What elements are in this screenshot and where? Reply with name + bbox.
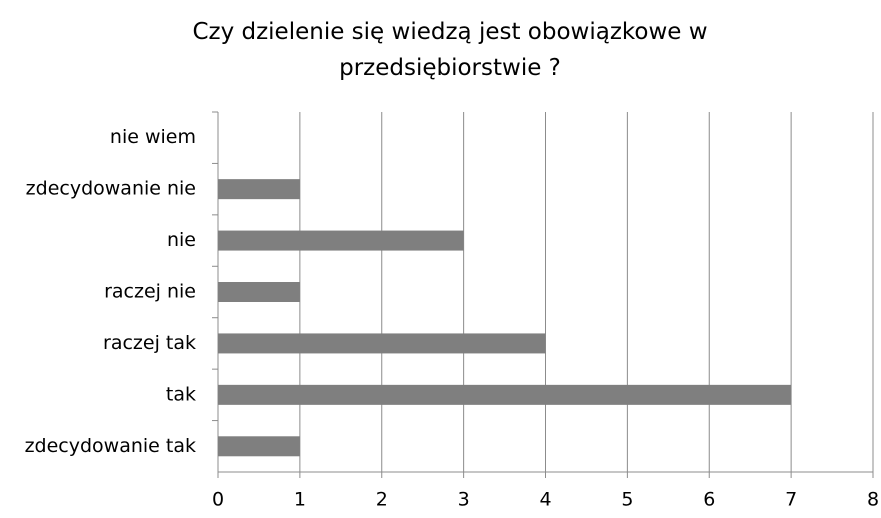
x-tick-label: 2 — [376, 489, 388, 511]
bar — [218, 333, 546, 354]
y-tick-label: nie wiem — [110, 126, 196, 148]
x-tick-label: 7 — [785, 489, 797, 511]
x-tick-label: 0 — [212, 489, 224, 511]
bar — [218, 179, 300, 200]
y-tick-label: zdecydowanie nie — [26, 178, 196, 200]
bar — [218, 436, 300, 457]
x-tick-label: 4 — [539, 489, 551, 511]
y-tick-label: raczej tak — [103, 332, 196, 354]
x-tick-label: 1 — [294, 489, 306, 511]
chart-title: Czy dzielenie się wiedzą jest obowiązkow… — [192, 19, 708, 81]
x-tick-label: 3 — [458, 489, 470, 511]
y-tick-label: tak — [166, 383, 196, 405]
x-tick-label: 6 — [703, 489, 715, 511]
bar — [218, 230, 464, 251]
x-tick-label: 8 — [867, 489, 879, 511]
y-tick-label: nie — [167, 229, 196, 251]
y-tick-label: raczej nie — [104, 281, 196, 303]
bar — [218, 384, 792, 405]
x-tick-label: 5 — [621, 489, 633, 511]
y-tick-label: zdecydowanie tak — [25, 435, 196, 457]
bar — [218, 282, 300, 302]
